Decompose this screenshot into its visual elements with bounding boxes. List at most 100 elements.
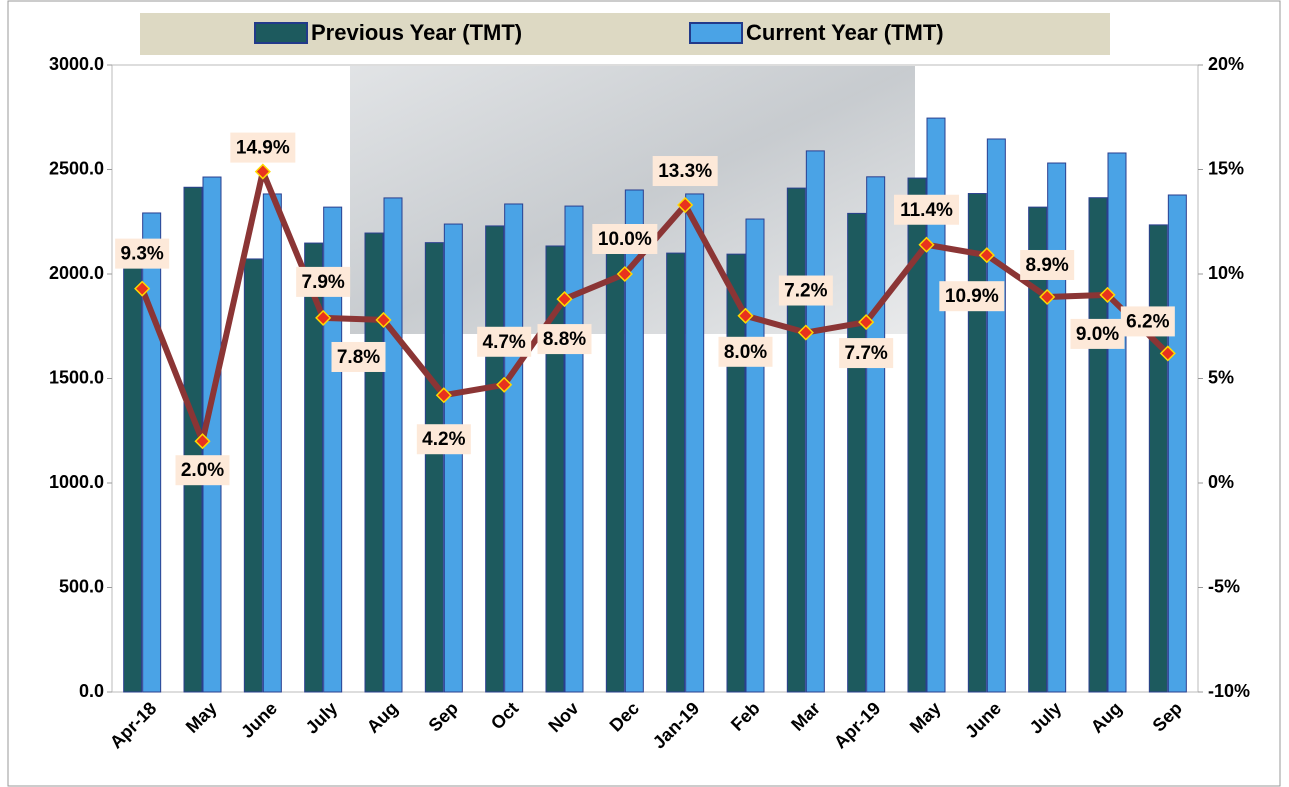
- y2-tick-label: 10%: [1208, 263, 1244, 283]
- data-label: 8.9%: [1026, 255, 1069, 276]
- data-label-box: [175, 455, 230, 486]
- y-tick-label: 3000.0: [49, 54, 104, 74]
- y-tick-label: 1500.0: [49, 367, 104, 387]
- bar: [1028, 206, 1048, 693]
- data-label-box: [537, 324, 592, 355]
- bar: [866, 176, 886, 693]
- y-tick-label: 0.0: [79, 681, 104, 701]
- data-label-box: [592, 224, 658, 254]
- y-tick-label: 2500.0: [49, 158, 104, 178]
- marker: [677, 196, 694, 214]
- data-label: 2.0%: [181, 460, 224, 481]
- bar: [1167, 194, 1187, 693]
- marker: [797, 324, 814, 341]
- bar: [545, 245, 565, 693]
- marker: [254, 163, 271, 180]
- marker: [435, 387, 452, 404]
- data-label-box: [296, 266, 351, 297]
- bar: [805, 150, 825, 693]
- legend-swatch: [254, 22, 308, 44]
- data-label: 10.0%: [598, 229, 652, 250]
- legend-label: Previous Year (TMT): [311, 20, 522, 45]
- bar: [323, 206, 343, 693]
- marker: [556, 291, 573, 308]
- bar: [745, 218, 765, 693]
- data-label: 4.2%: [422, 429, 465, 450]
- data-label: 4.7%: [483, 332, 526, 353]
- y2-tick-label: -5%: [1208, 576, 1240, 596]
- bar: [443, 223, 463, 693]
- bar: [907, 177, 927, 693]
- bar: [485, 225, 505, 693]
- bar: [123, 253, 143, 693]
- data-label-box: [1020, 249, 1075, 280]
- data-label-box: [115, 238, 170, 269]
- marker: [375, 311, 392, 329]
- marker: [616, 265, 633, 283]
- marker: [1099, 286, 1116, 303]
- bar: [383, 197, 403, 693]
- legend-label: Current Year (TMT): [746, 20, 944, 45]
- data-label-box: [652, 156, 718, 187]
- bar: [364, 232, 384, 693]
- data-label-box: [1120, 306, 1175, 337]
- data-label-box: [416, 424, 471, 455]
- bar: [1047, 162, 1067, 693]
- data-label-box: [778, 275, 833, 306]
- bar: [243, 258, 263, 693]
- legend-swatch: [689, 22, 743, 44]
- y2-tick-label: 20%: [1208, 54, 1244, 74]
- bar: [564, 205, 584, 693]
- data-label: 6.2%: [1126, 311, 1169, 332]
- data-label: 7.2%: [784, 281, 827, 302]
- bar: [424, 242, 444, 693]
- data-label-box: [939, 281, 1005, 312]
- bar: [847, 212, 867, 693]
- data-label: 11.4%: [900, 200, 953, 221]
- marker: [134, 280, 151, 297]
- bar: [685, 193, 705, 693]
- bar: [1107, 152, 1127, 693]
- data-label: 8.8%: [543, 329, 586, 350]
- marker: [918, 236, 935, 253]
- y2-tick-label: 0%: [1208, 472, 1234, 492]
- y-tick-label: 500.0: [59, 576, 104, 596]
- marker: [315, 309, 332, 326]
- bar: [142, 212, 162, 693]
- data-label-box: [894, 194, 959, 225]
- y2-tick-label: 15%: [1208, 158, 1244, 178]
- data-label: 14.9%: [236, 138, 290, 159]
- data-label: 8.0%: [724, 342, 767, 363]
- data-label-box: [1070, 318, 1125, 349]
- bar: [262, 193, 282, 693]
- marker: [496, 376, 513, 393]
- y-tick-label: 2000.0: [49, 263, 104, 283]
- bar: [786, 187, 806, 693]
- data-label-box: [718, 336, 773, 367]
- data-label-box: [230, 132, 296, 163]
- data-label: 7.9%: [302, 272, 345, 293]
- data-label-box: [477, 326, 532, 357]
- y2-tick-label: -10%: [1208, 681, 1250, 701]
- data-label-box: [331, 341, 386, 372]
- y2-tick-label: 5%: [1208, 367, 1234, 387]
- bar: [504, 203, 524, 693]
- marker: [737, 307, 754, 324]
- data-label: 10.9%: [945, 286, 999, 307]
- bar: [624, 189, 644, 693]
- bar: [967, 193, 987, 693]
- bar: [1088, 197, 1108, 693]
- data-label: 13.3%: [658, 161, 712, 182]
- marker: [858, 314, 875, 331]
- marker: [978, 247, 995, 264]
- bar: [666, 252, 686, 693]
- bar: [304, 242, 324, 693]
- data-label: 7.8%: [337, 347, 380, 368]
- bar: [605, 235, 625, 693]
- y-tick-label: 1000.0: [49, 472, 104, 492]
- data-label: 7.7%: [845, 343, 888, 364]
- marker: [1159, 345, 1176, 362]
- data-label: 9.3%: [121, 244, 164, 265]
- marker: [194, 433, 211, 450]
